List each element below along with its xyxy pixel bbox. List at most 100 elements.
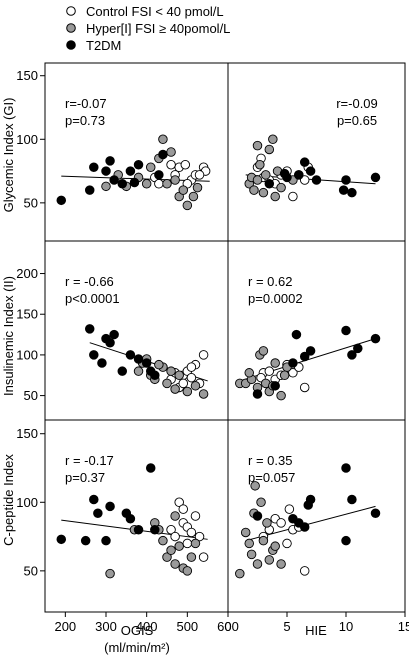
data-point-hyper (249, 185, 259, 195)
y-tick-label: 50 (24, 195, 38, 210)
legend-item-control: Control FSI < 40 pmol/L (66, 4, 224, 19)
data-point-hyper (264, 144, 275, 155)
data-point-t2dm (89, 350, 99, 360)
x-tick-label: 500 (176, 619, 198, 634)
data-point-control (198, 552, 209, 562)
data-point-hyper (276, 390, 286, 401)
data-point-hyper (154, 359, 164, 370)
legend-label-control: Control FSI < 40 pmol/L (86, 4, 224, 19)
data-point-t2dm (305, 166, 316, 176)
data-point-hyper (246, 549, 257, 560)
data-point-t2dm (117, 179, 128, 189)
data-point-t2dm (264, 179, 275, 189)
panel-r0-c1: r=-0.09 p=0.65 (244, 96, 381, 202)
data-point-hyper (244, 538, 254, 549)
x-axis-labels: OGIS (ml/min/m²) HIE (104, 623, 327, 655)
data-point-t2dm (291, 329, 302, 340)
data-point-hyper (256, 497, 266, 508)
legend-item-hyperinsulinemic: Hyper[I] FSI ≥ 40pomol/L (66, 21, 230, 36)
data-point-t2dm (341, 175, 351, 185)
data-point-hyper (270, 541, 280, 551)
data-point-hyper (133, 366, 144, 376)
data-point-t2dm (305, 494, 316, 505)
data-point-t2dm (341, 463, 351, 473)
data-point-hyper (166, 147, 176, 157)
data-point-t2dm (347, 187, 357, 198)
data-point-t2dm (133, 354, 144, 364)
data-point-hyper (258, 535, 269, 546)
data-point-hyper (182, 200, 193, 211)
data-point-hyper (188, 191, 199, 202)
data-point-hyper (268, 134, 278, 145)
stat-annotation: p<0.0001 (65, 291, 120, 306)
data-point-control (299, 382, 310, 393)
y-tick-label: 150 (16, 307, 38, 322)
data-point-t2dm (133, 524, 144, 535)
legend-label-t2dm: T2DM (86, 38, 121, 53)
stat-annotation: p=0.0002 (248, 291, 303, 306)
data-point-t2dm (105, 501, 115, 512)
data-point-hyper (235, 568, 245, 579)
stat-annotation: p=0.057 (248, 470, 295, 485)
data-point-t2dm (125, 513, 136, 524)
data-point-control (190, 511, 201, 521)
data-point-t2dm (56, 534, 67, 545)
panel-r2-c0: r = -0.17 p=0.37 (56, 453, 209, 579)
data-point-hyper (158, 535, 168, 546)
data-point-hyper (186, 552, 197, 562)
data-point-t2dm (370, 333, 381, 344)
data-point-t2dm (154, 170, 164, 180)
data-point-t2dm (338, 185, 349, 195)
data-point-control (282, 538, 292, 549)
data-point-hyper (240, 527, 251, 538)
data-point-hyper (182, 566, 193, 576)
data-point-t2dm (84, 324, 95, 334)
data-point-hyper (182, 386, 193, 397)
stat-annotation: p=0.37 (65, 470, 105, 485)
stat-annotation: r = 0.35 (248, 453, 292, 468)
data-point-t2dm (145, 366, 156, 376)
panel-r1-c0: r = -0.66 p<0.0001 (65, 274, 209, 399)
data-point-t2dm (150, 524, 160, 535)
data-point-hyper (192, 182, 203, 193)
data-point-control (288, 191, 298, 202)
data-point-hyper (276, 182, 286, 193)
data-point-hyper (270, 191, 280, 202)
data-point-hyper (174, 370, 184, 381)
data-point-hyper (105, 568, 115, 579)
data-point-hyper (255, 159, 265, 170)
data-point-hyper (276, 559, 286, 569)
data-point-hyper (158, 134, 168, 145)
y-axis-label-cpeptide: C-peptide Index (1, 454, 16, 546)
data-point-control (174, 497, 184, 508)
data-point-control (178, 378, 189, 389)
data-point-hyper (178, 185, 189, 195)
x-axis-label-ogis-units: (ml/min/m²) (104, 640, 170, 655)
stat-annotation: r=-0.09 (336, 96, 378, 111)
data-point-control (186, 362, 197, 372)
data-point-control (198, 350, 209, 360)
data-point-t2dm (89, 494, 99, 505)
x-tick-label: 15 (398, 619, 409, 634)
data-point-control (194, 531, 205, 542)
x-tick-label: 5 (283, 619, 290, 634)
data-point-hyper (244, 368, 254, 378)
data-point-t2dm (125, 350, 136, 360)
data-point-hyper (258, 346, 269, 356)
panel-r1-c1: r = 0.62 p=0.0002 (235, 274, 381, 401)
x-axis-label-hie: HIE (305, 623, 327, 638)
data-point-control (284, 504, 295, 514)
data-point-hyper (170, 384, 180, 394)
plot-frame (44, 62, 406, 613)
y-tick-label: 100 (16, 132, 38, 147)
x-tick-label: 400 (136, 619, 158, 634)
data-point-hyper (141, 179, 152, 189)
data-point-hyper (162, 179, 172, 189)
panel-r2-c1: r = 0.35 p=0.057 (235, 453, 381, 579)
y-axis-labels: Glycemic Index (GI) Insulinemic Index (I… (1, 98, 16, 546)
data-point-hyper (198, 389, 209, 399)
data-point-t2dm (347, 494, 357, 505)
data-point-control (299, 566, 310, 576)
data-point-control (182, 538, 193, 549)
